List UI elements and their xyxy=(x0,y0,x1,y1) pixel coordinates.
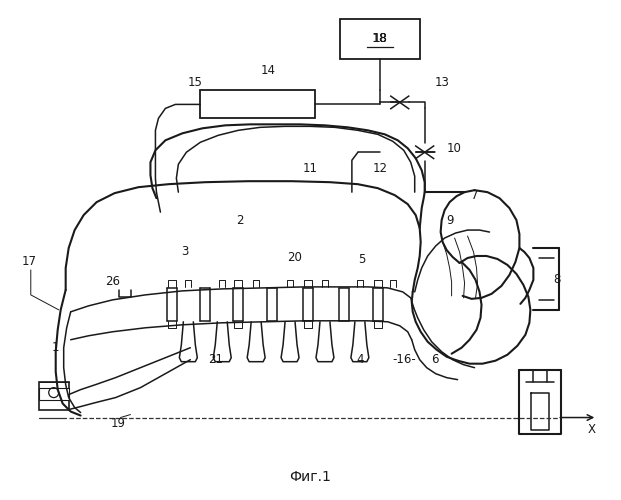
Text: 15: 15 xyxy=(188,76,203,89)
Text: 8: 8 xyxy=(554,274,561,286)
Text: 20: 20 xyxy=(288,252,302,264)
Text: 7: 7 xyxy=(471,188,478,202)
Text: 17: 17 xyxy=(21,256,36,268)
Text: 18: 18 xyxy=(373,32,388,45)
Text: X: X xyxy=(587,423,595,436)
Text: 10: 10 xyxy=(447,142,462,155)
Text: 4: 4 xyxy=(356,353,364,366)
Text: 14: 14 xyxy=(261,64,276,77)
Bar xyxy=(340,18,420,59)
Text: 13: 13 xyxy=(434,76,449,89)
Text: 2: 2 xyxy=(237,214,244,226)
Text: -16-: -16- xyxy=(393,353,417,366)
Text: 6: 6 xyxy=(431,353,438,366)
Text: 19: 19 xyxy=(111,417,126,430)
Text: 1: 1 xyxy=(52,341,60,354)
Text: 11: 11 xyxy=(302,162,317,174)
Text: 5: 5 xyxy=(358,254,366,266)
Text: 12: 12 xyxy=(373,162,388,174)
Text: Фиг.1: Фиг.1 xyxy=(289,470,331,484)
Text: 18: 18 xyxy=(373,32,388,45)
Bar xyxy=(39,382,69,409)
Text: 3: 3 xyxy=(182,246,189,258)
Bar xyxy=(39,388,69,400)
Text: 9: 9 xyxy=(446,214,453,226)
Bar xyxy=(201,90,315,118)
Text: 18: 18 xyxy=(372,32,388,45)
Text: 21: 21 xyxy=(208,353,223,366)
Text: 26: 26 xyxy=(105,276,120,288)
